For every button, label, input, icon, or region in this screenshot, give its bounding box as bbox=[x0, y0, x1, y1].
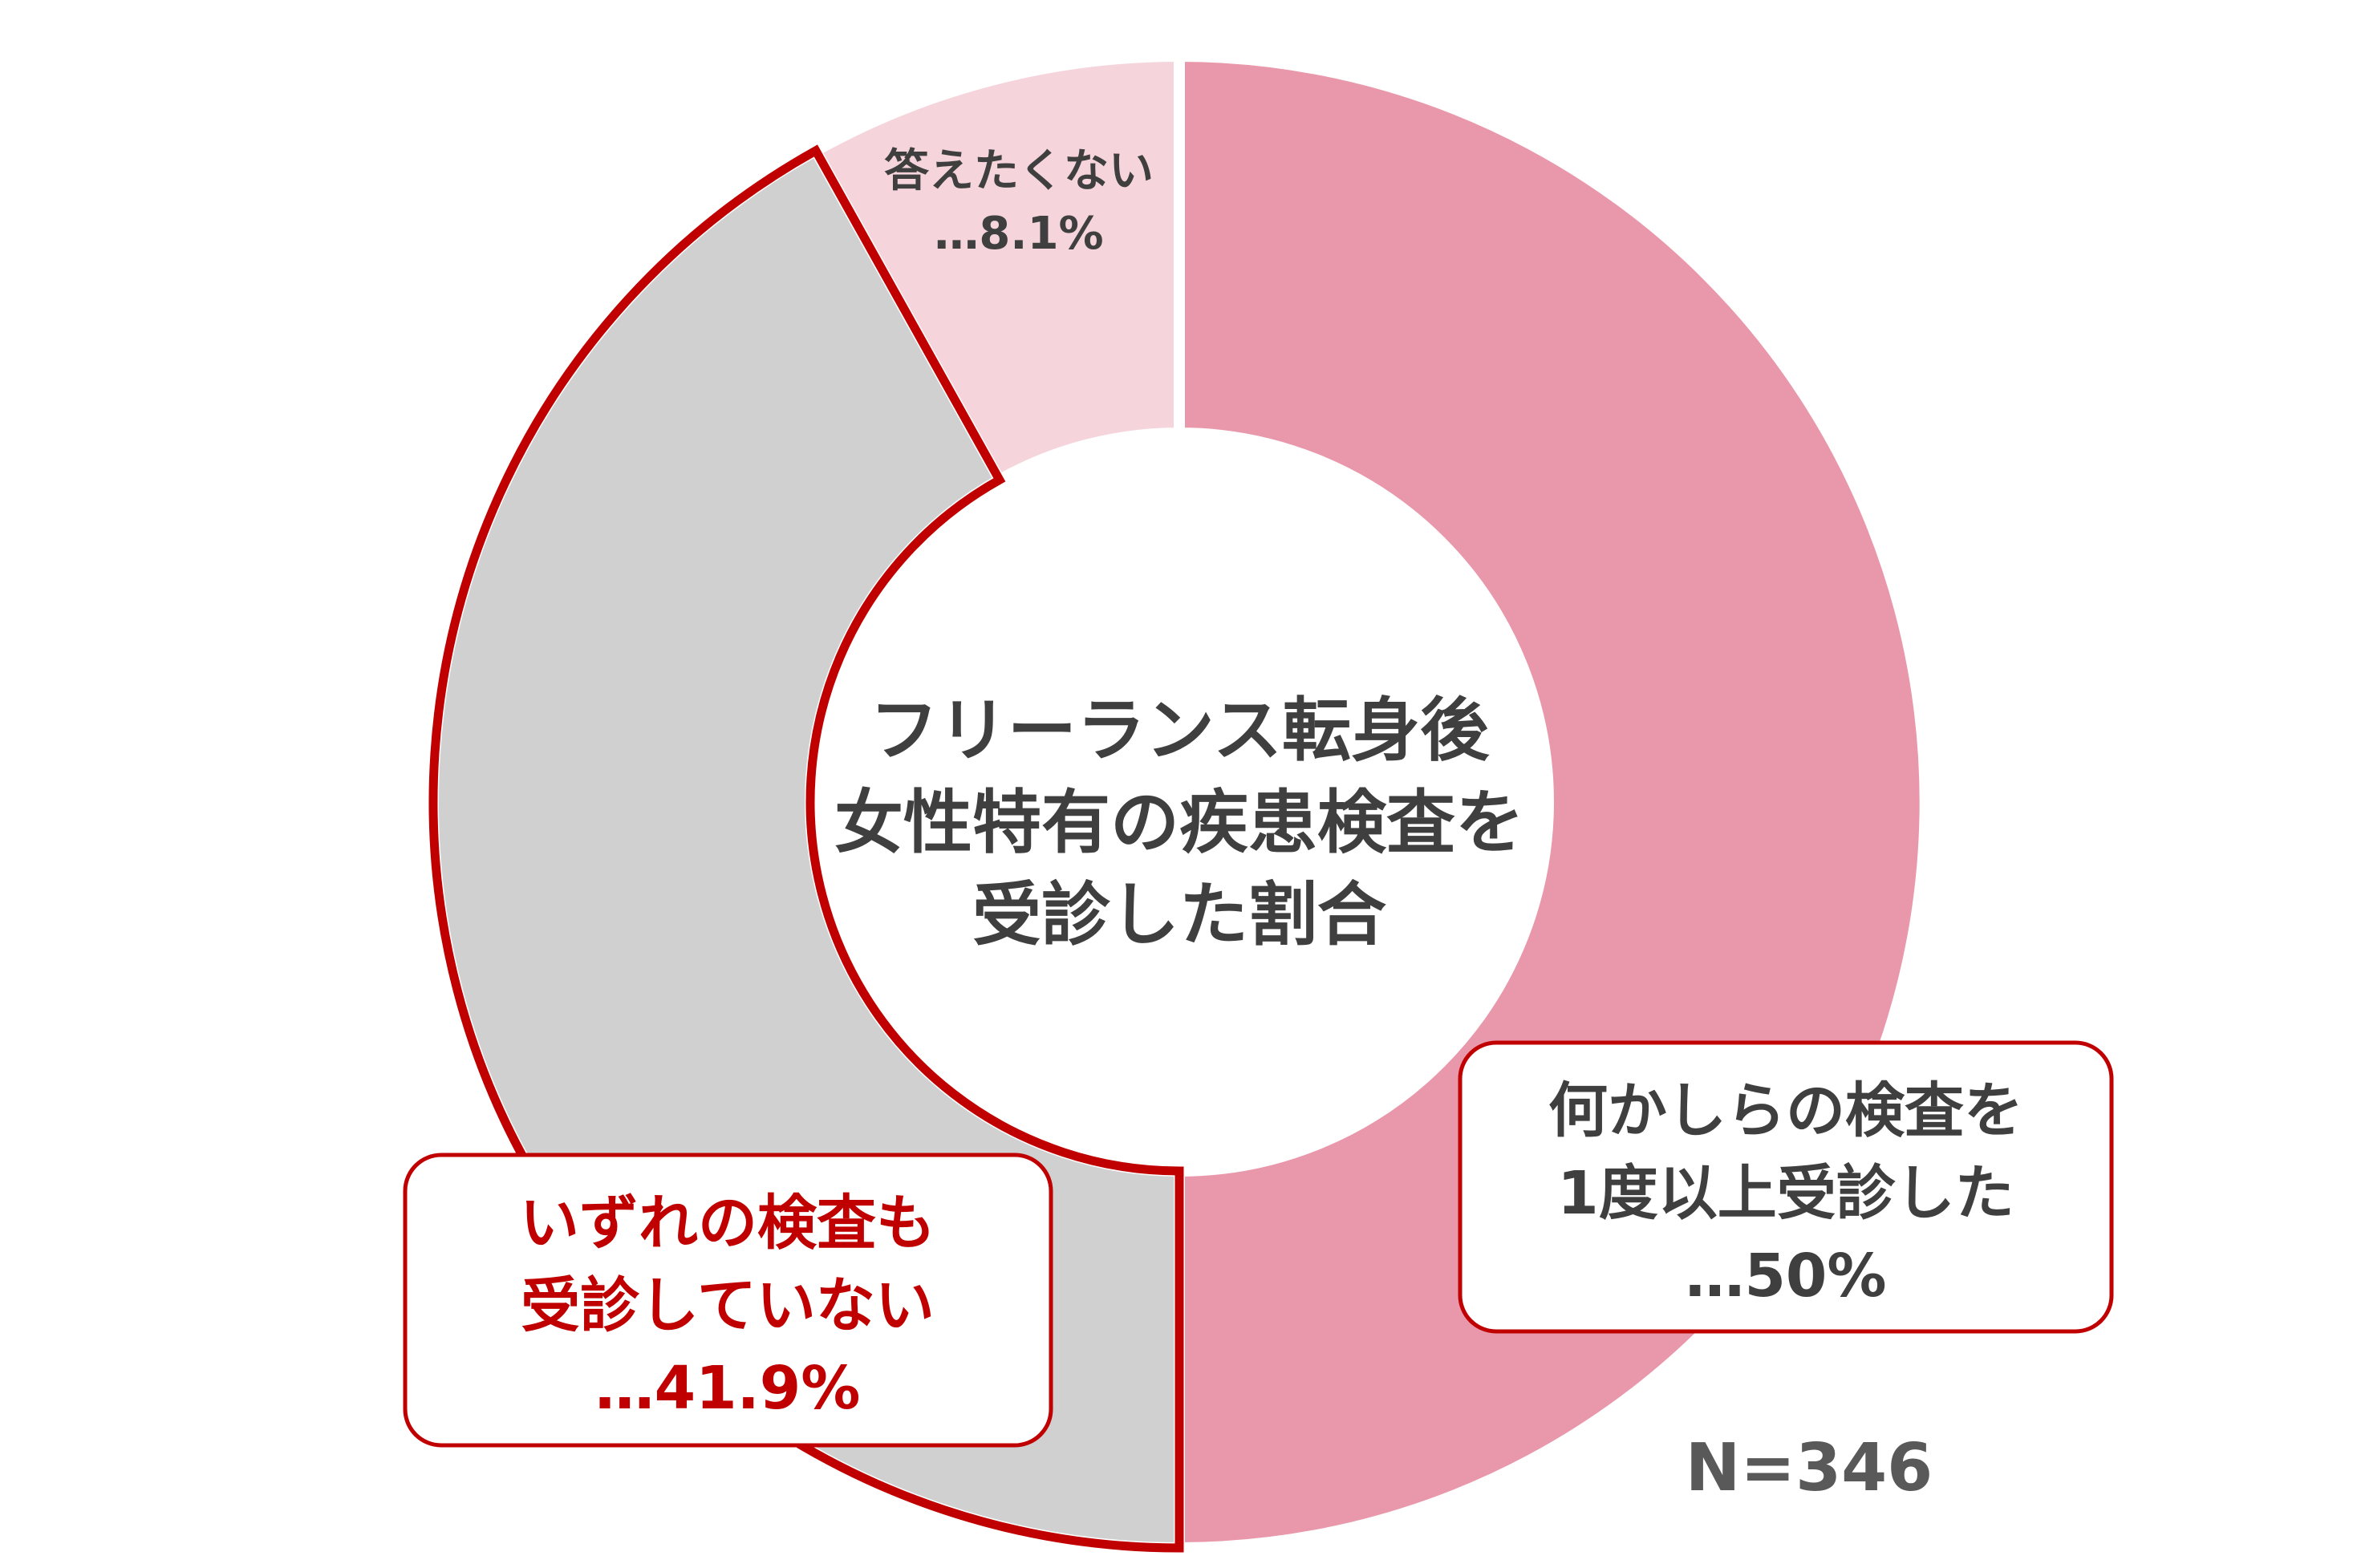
label-no-answer-line-1: 答えたくない bbox=[884, 145, 1154, 197]
sample-size-label: N=346 bbox=[1686, 1430, 1933, 1506]
slice-no-answer bbox=[808, 50, 1185, 488]
label-not-examined-line-3: …41.9% bbox=[595, 1354, 861, 1423]
label-no-answer-line-2: …8.1% bbox=[934, 208, 1103, 260]
label-not-examined-line-2: 受診していない bbox=[521, 1271, 935, 1340]
label-examined-line-3: …50% bbox=[1685, 1242, 1886, 1311]
center-title: フリーランス転身後 女性特有の疾患検査を 受診した割合 bbox=[834, 691, 1524, 955]
center-title-line-3: 受診した割合 bbox=[972, 875, 1386, 955]
label-box-examined bbox=[1458, 1040, 2114, 1334]
label-examined-line-1: 何かしらの検査を bbox=[1548, 1076, 2023, 1145]
label-box-not-examined bbox=[403, 1153, 1053, 1448]
label-examined-line-2: 1度以上受診した bbox=[1557, 1159, 2014, 1228]
slice-label-examined: 何かしらの検査を 1度以上受診した …50% bbox=[1458, 1040, 2114, 1334]
center-title-line-2: 女性特有の疾患検査を bbox=[834, 783, 1524, 863]
label-not-examined-line-1: いずれの検査も bbox=[520, 1189, 935, 1258]
center-title-line-1: フリーランス転身後 bbox=[870, 691, 1490, 771]
slice-label-not-examined: いずれの検査も 受診していない …41.9% bbox=[403, 1153, 1053, 1448]
slice-label-no-answer: 答えたくない …8.1% bbox=[884, 145, 1154, 260]
